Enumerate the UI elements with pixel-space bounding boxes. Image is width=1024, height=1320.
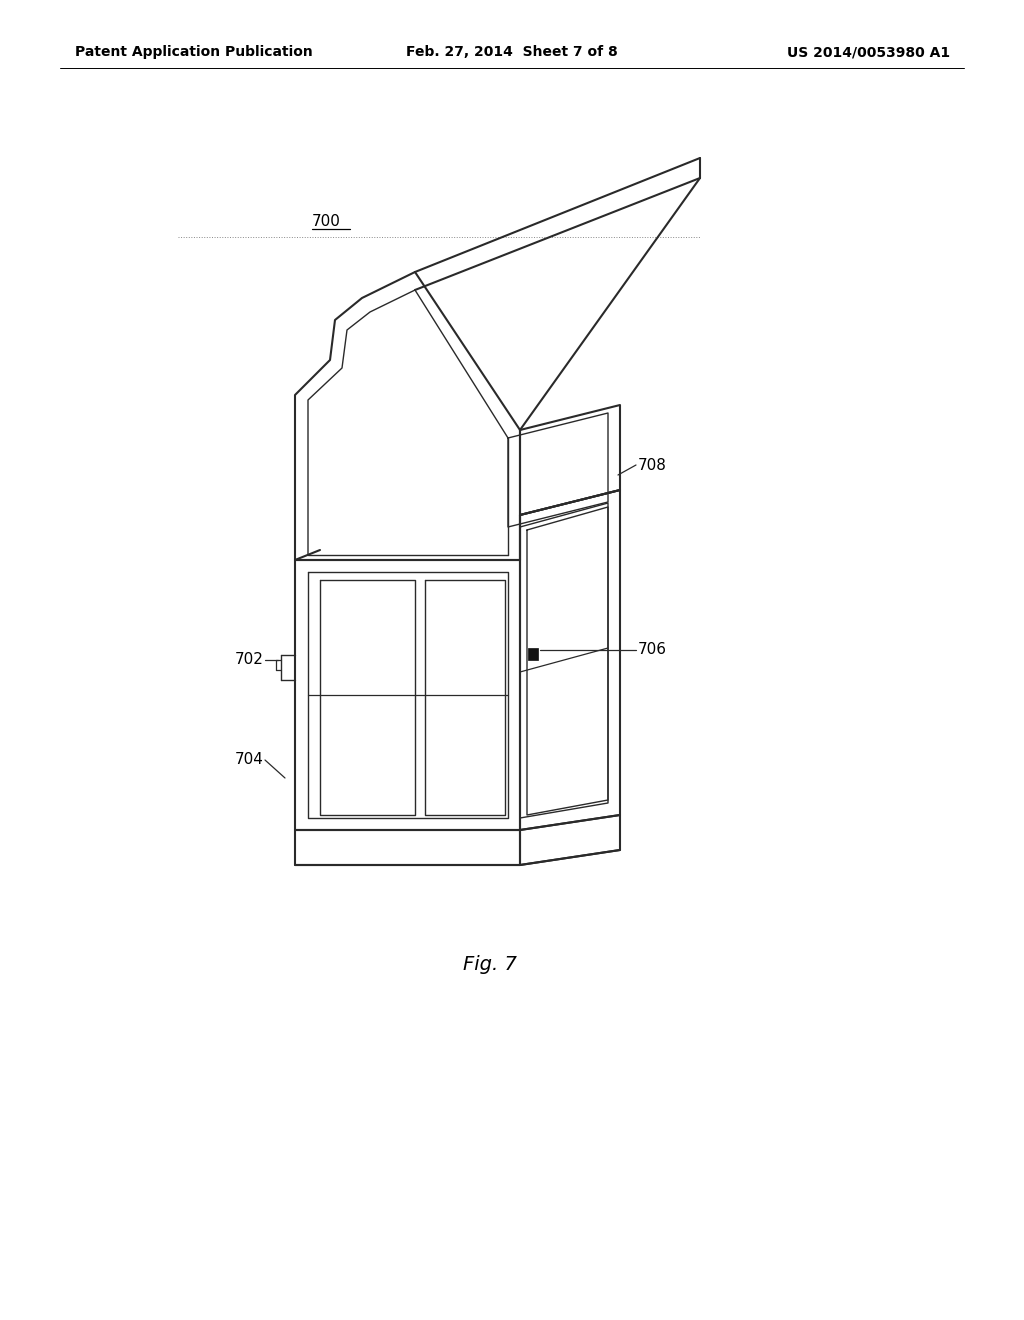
Text: US 2014/0053980 A1: US 2014/0053980 A1 (786, 45, 950, 59)
Text: Patent Application Publication: Patent Application Publication (75, 45, 312, 59)
Text: 700: 700 (312, 214, 341, 230)
Polygon shape (528, 648, 538, 660)
Polygon shape (295, 560, 520, 830)
Text: Feb. 27, 2014  Sheet 7 of 8: Feb. 27, 2014 Sheet 7 of 8 (407, 45, 617, 59)
Text: 706: 706 (638, 643, 667, 657)
Polygon shape (520, 490, 620, 830)
Text: 704: 704 (234, 752, 264, 767)
Text: Fig. 7: Fig. 7 (463, 956, 517, 974)
Text: 708: 708 (638, 458, 667, 473)
Text: 702: 702 (234, 652, 264, 668)
